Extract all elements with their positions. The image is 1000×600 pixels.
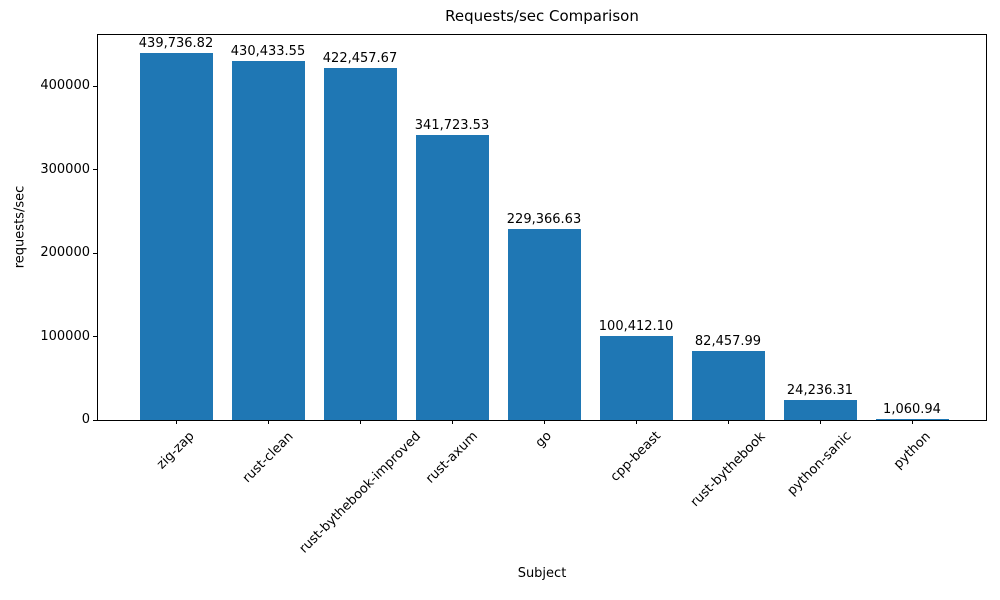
x-tick-label: rust-bythebook-improved [296, 428, 424, 557]
bar [875, 419, 949, 420]
x-tick-mark [359, 420, 361, 424]
x-tick-label: rust-axum [422, 429, 481, 487]
x-axis-label: Subject [517, 566, 567, 581]
y-tick-mark [93, 419, 97, 421]
y-tick-mark [93, 336, 97, 338]
bar [231, 61, 305, 420]
bar-value-label: 100,412.10 [598, 319, 674, 335]
bar [507, 228, 581, 420]
x-tick-mark [819, 420, 821, 424]
bar [599, 336, 673, 420]
y-tick-mark [93, 85, 97, 87]
y-tick-label: 400000 [40, 78, 90, 94]
x-tick-mark [175, 420, 177, 424]
bar [783, 399, 857, 420]
bar-value-label: 1,060.94 [883, 402, 941, 417]
x-tick-mark [451, 420, 453, 424]
y-tick-label: 0 [81, 412, 90, 427]
y-tick-mark [93, 252, 97, 254]
x-tick-label: rust-clean [239, 428, 297, 486]
chart-title: Requests/sec Comparison [445, 7, 639, 25]
bar [415, 135, 489, 420]
x-tick-mark [911, 420, 913, 424]
bar-value-label: 229,366.63 [506, 211, 582, 227]
x-tick-label: zig-zap [154, 428, 198, 473]
x-tick-label: python [890, 428, 934, 472]
x-tick-mark [267, 420, 269, 424]
x-tick-label: python-sanic [784, 429, 855, 499]
bar [691, 351, 765, 420]
x-tick-label: rust-bythebook [687, 428, 769, 510]
y-axis-label: requests/sec [12, 185, 27, 268]
bar-value-label: 430,433.55 [230, 44, 306, 60]
bar-value-label: 439,736.82 [138, 36, 214, 52]
x-tick-mark [635, 420, 637, 424]
bar-value-label: 422,457.67 [322, 50, 398, 66]
bar-value-label: 341,723.53 [414, 118, 490, 134]
x-tick-label: go [532, 428, 555, 451]
y-tick-label: 300000 [40, 161, 90, 177]
x-tick-label: cpp-beast [607, 428, 664, 485]
y-tick-label: 100000 [40, 328, 90, 344]
y-tick-label: 200000 [40, 245, 90, 261]
bar-value-label: 82,457.99 [694, 334, 762, 350]
plot-area: 439,736.82 zig-zap 430,433.55 rust-clean 422… [40, 34, 987, 556]
bar [323, 67, 397, 420]
x-tick-mark [543, 420, 545, 424]
bar [139, 53, 213, 420]
x-tick-mark [727, 420, 729, 424]
bar-value-label: 24,236.31 [786, 382, 854, 398]
y-tick-mark [93, 169, 97, 171]
y-axis-label-container: requests/sec [6, 34, 34, 419]
